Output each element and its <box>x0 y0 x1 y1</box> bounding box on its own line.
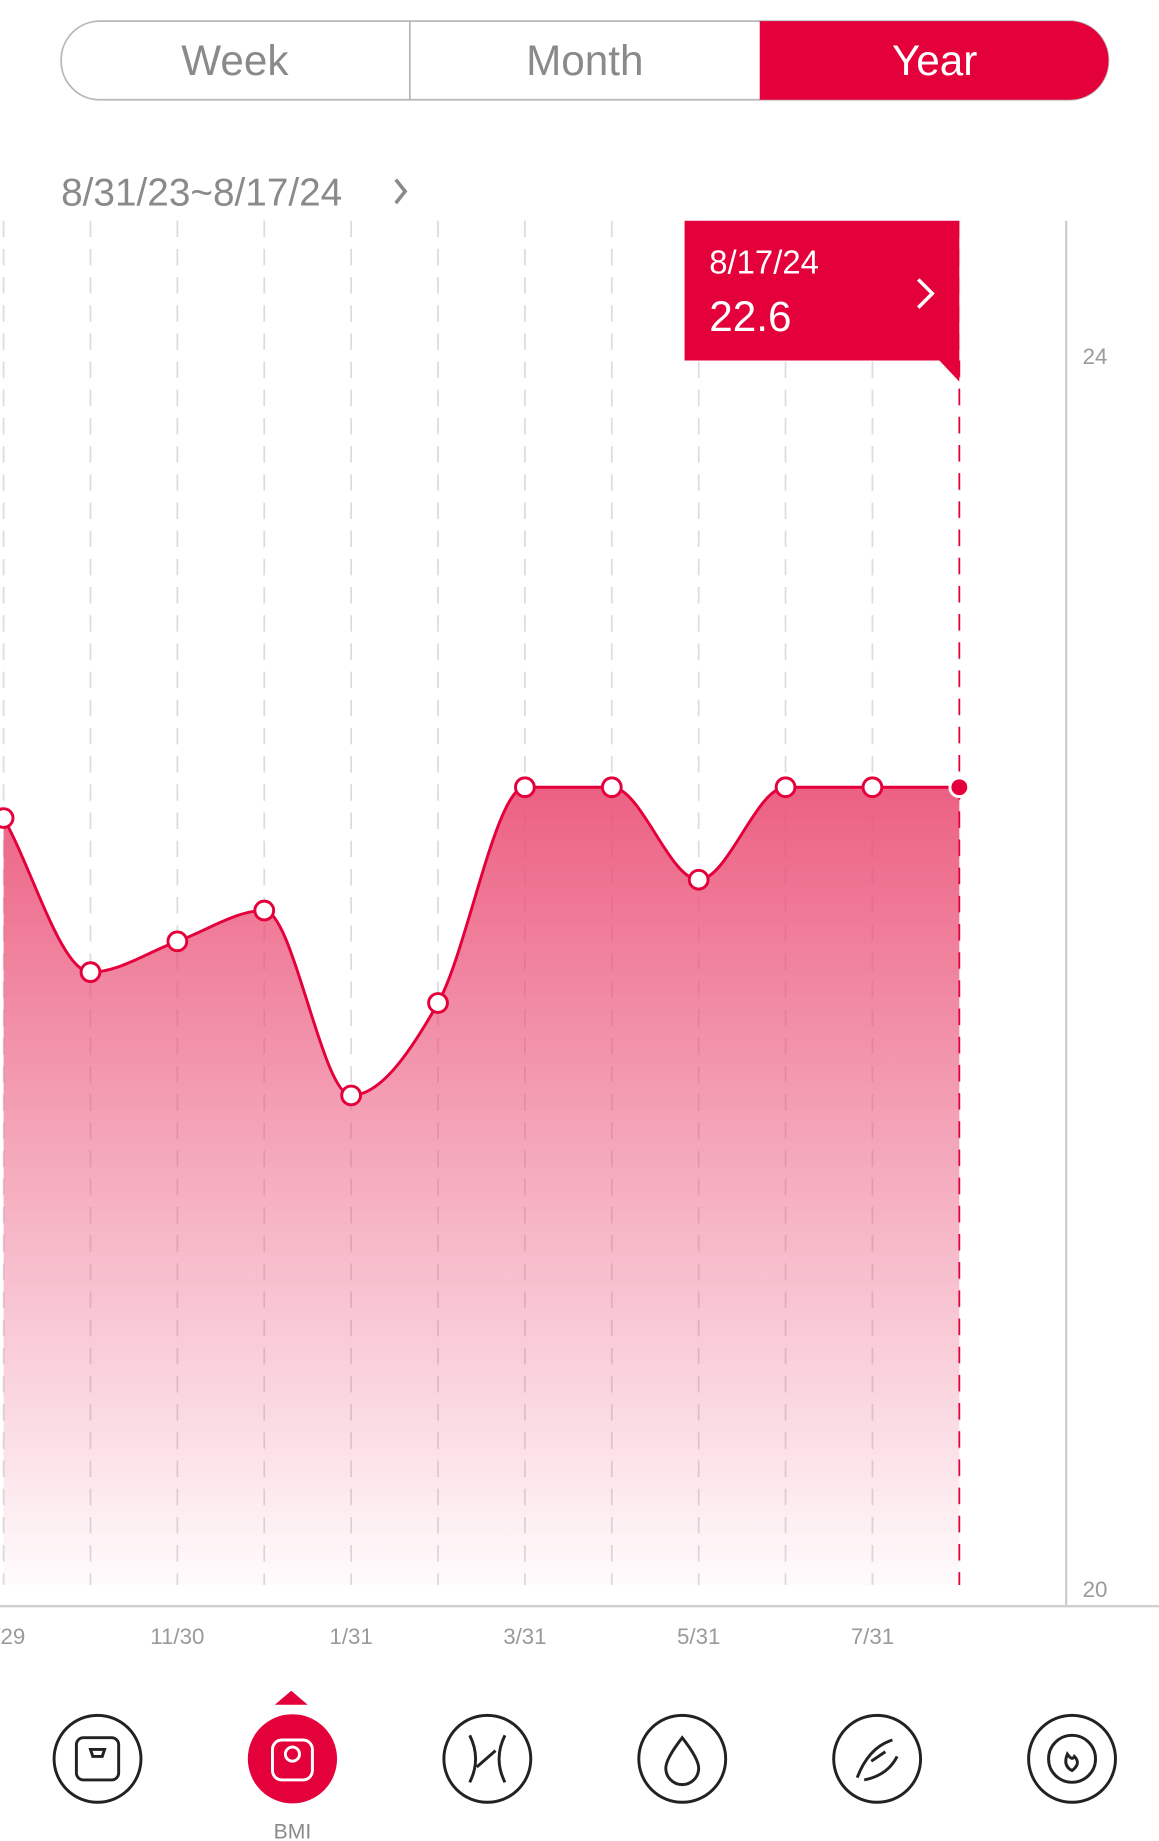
icon-metabolism <box>1047 1733 1097 1784</box>
data-point[interactable] <box>861 776 884 799</box>
x-tick-label: 7/31 <box>851 1624 894 1649</box>
chart: 20 24 9/29 11/30 1/31 3/31 5/31 7/31 8/17/24 22.6 <box>0 220 1108 1649</box>
y-tick-label: 20 <box>1083 1577 1108 1602</box>
tooltip-chevron <box>916 278 935 309</box>
x-tick-label: 5/31 <box>677 1624 720 1649</box>
data-point[interactable] <box>166 930 189 953</box>
icon-scale-dial <box>88 1747 107 1758</box>
icon-bmi <box>271 1738 314 1782</box>
data-point[interactable] <box>79 961 102 984</box>
tab-month[interactable]: Month <box>526 37 643 84</box>
data-point[interactable] <box>340 1084 362 1107</box>
x-tick-label: 9/29 <box>0 1624 25 1649</box>
icon-scale <box>74 1736 121 1782</box>
tab-week[interactable]: Week <box>181 37 289 84</box>
x-tick-label: 1/31 <box>329 1624 372 1649</box>
nav-water[interactable] <box>637 1713 728 1804</box>
nav-bmi[interactable] <box>247 1714 338 1804</box>
nav-indicator <box>274 1690 308 1705</box>
data-point[interactable] <box>600 776 623 799</box>
tooltip[interactable]: 8/17/24 22.6 <box>684 220 960 382</box>
tooltip-box <box>684 220 960 382</box>
tooltip-value: 22.6 <box>709 293 791 340</box>
bottom-nav: BMI <box>52 1690 1117 1841</box>
area-fill <box>3 787 960 1586</box>
data-point[interactable] <box>427 992 449 1014</box>
icon-metabolism-flame <box>1064 1750 1079 1773</box>
data-point[interactable] <box>514 776 536 799</box>
tab-year[interactable]: Year <box>892 37 977 84</box>
segmented-control: Week Month Year <box>60 20 1110 101</box>
x-tick-label: 11/30 <box>150 1624 204 1649</box>
y-tick-label: 24 <box>1083 344 1108 369</box>
date-range[interactable]: 8/31/23~8/17/24 <box>61 171 342 214</box>
icon-water <box>664 1735 701 1787</box>
segment-selected[interactable] <box>759 21 1109 100</box>
data-point[interactable] <box>774 776 797 799</box>
tooltip-date: 8/17/24 <box>709 244 819 281</box>
data-point[interactable] <box>0 807 15 829</box>
icon-muscle <box>855 1738 899 1782</box>
x-tick-label: 3/31 <box>503 1624 546 1649</box>
date-range-chevron[interactable] <box>394 178 408 205</box>
data-point[interactable] <box>948 776 971 799</box>
icon-body-fat <box>468 1734 507 1783</box>
nav-weight[interactable] <box>52 1713 143 1804</box>
data-point[interactable] <box>687 868 710 891</box>
icon-bmi-dial <box>283 1745 301 1763</box>
data-point[interactable] <box>253 899 276 922</box>
nav-bmi-label: BMI <box>274 1821 312 1841</box>
